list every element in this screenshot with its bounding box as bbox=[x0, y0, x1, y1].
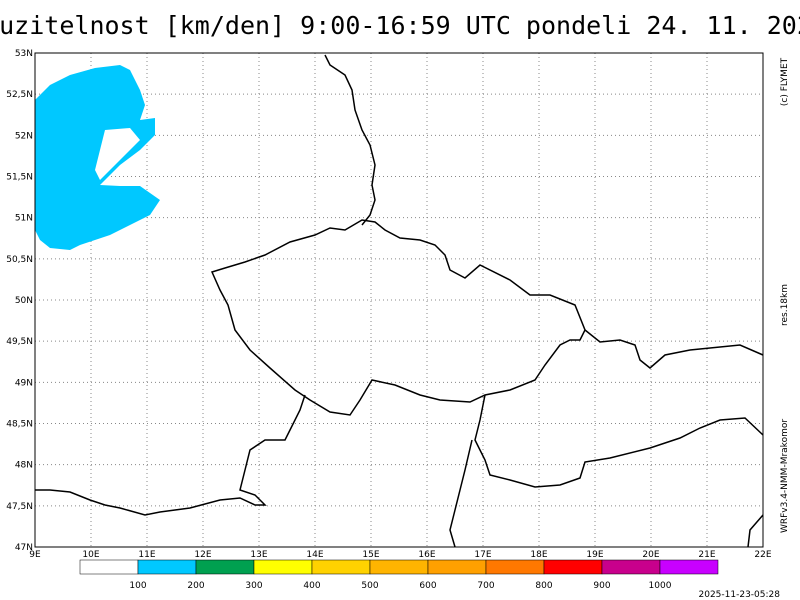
timestamp: 2025-11-23-05:28 bbox=[699, 590, 781, 600]
lat-label: 48N bbox=[15, 461, 33, 471]
lon-label: 12E bbox=[194, 550, 211, 560]
border bbox=[584, 329, 764, 369]
lon-label: 19E bbox=[586, 550, 603, 560]
legend-swatch bbox=[427, 559, 487, 575]
lat-label: 49N bbox=[15, 378, 33, 388]
lat-label: 50,5N bbox=[6, 255, 33, 265]
legend-swatch bbox=[137, 559, 197, 575]
precip-gap bbox=[95, 128, 140, 180]
model: WRFv3.4-NMM-Mrakomor bbox=[780, 419, 790, 533]
lon-label: 14E bbox=[306, 550, 323, 560]
legend-label: 600 bbox=[419, 581, 436, 591]
lat-label: 49,5N bbox=[6, 337, 33, 347]
precip-area bbox=[35, 65, 160, 250]
legend-label: 700 bbox=[477, 581, 494, 591]
legend-swatch bbox=[195, 559, 255, 575]
copyright: (c) FLYMET bbox=[780, 57, 790, 106]
border bbox=[324, 54, 376, 226]
legend-label: 900 bbox=[593, 581, 610, 591]
lat-label: 52N bbox=[15, 131, 33, 141]
legend-swatch bbox=[485, 559, 545, 575]
legend-swatch bbox=[369, 559, 429, 575]
legend-swatch bbox=[253, 559, 313, 575]
legend-label: 800 bbox=[535, 581, 552, 591]
legend-swatch bbox=[79, 559, 139, 575]
legend-label: 200 bbox=[187, 581, 204, 591]
lat-label: 52,5N bbox=[6, 90, 33, 100]
legend: 100 200 300 400 500 600 700 800 900 1000 bbox=[79, 559, 719, 591]
legend-swatch bbox=[601, 559, 661, 575]
lon-label: 17E bbox=[474, 550, 491, 560]
lat-label: 50N bbox=[15, 296, 33, 306]
lon-label: 13E bbox=[250, 550, 267, 560]
border bbox=[474, 394, 764, 488]
lat-label: 51N bbox=[15, 214, 33, 224]
lon-label: 18E bbox=[530, 550, 547, 560]
legend-label: 1000 bbox=[649, 581, 672, 591]
map-frame bbox=[34, 52, 764, 548]
title: Vyuzitelnost [km/den] 9:00-16:59 UTC pon… bbox=[0, 11, 800, 40]
legend-swatch bbox=[543, 559, 603, 575]
lat-label: 47N bbox=[15, 543, 33, 553]
lat-label: 48,5N bbox=[6, 420, 33, 430]
legend-label: 400 bbox=[303, 581, 320, 591]
lon-label: 16E bbox=[418, 550, 435, 560]
border bbox=[449, 439, 473, 548]
lat-label: 47,5N bbox=[6, 502, 33, 512]
border bbox=[35, 394, 306, 516]
legend-swatch bbox=[659, 559, 719, 575]
border bbox=[210, 219, 586, 416]
legend-label: 100 bbox=[129, 581, 146, 591]
lat-label: 53N bbox=[15, 49, 33, 59]
borders bbox=[35, 54, 764, 548]
border bbox=[747, 514, 764, 548]
lon-label: 21E bbox=[698, 550, 715, 560]
lat-label: 51,5N bbox=[6, 173, 33, 183]
lon-label: 22E bbox=[754, 550, 771, 560]
lon-label: 20E bbox=[642, 550, 659, 560]
legend-label: 300 bbox=[245, 581, 262, 591]
lon-label: 9E bbox=[29, 550, 41, 560]
resolution: res.18km bbox=[780, 284, 790, 326]
legend-label: 500 bbox=[361, 581, 378, 591]
legend-swatch bbox=[311, 559, 371, 575]
lon-label: 15E bbox=[362, 550, 379, 560]
grid bbox=[35, 53, 763, 547]
lon-label: 10E bbox=[82, 550, 99, 560]
lon-label: 11E bbox=[138, 550, 155, 560]
